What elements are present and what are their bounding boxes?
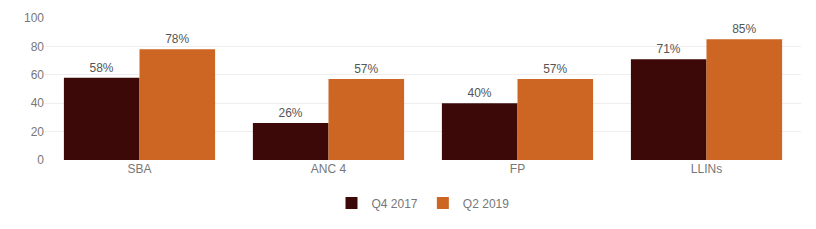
svg-text:20: 20 (31, 125, 45, 139)
svg-text:Q2 2019: Q2 2019 (463, 197, 509, 211)
svg-text:71%: 71% (657, 42, 681, 56)
svg-text:57%: 57% (354, 62, 378, 76)
svg-text:60: 60 (31, 68, 45, 82)
svg-text:LLINs: LLINs (691, 162, 722, 176)
svg-text:100: 100 (24, 11, 44, 25)
svg-text:57%: 57% (543, 62, 567, 76)
svg-text:58%: 58% (90, 61, 114, 75)
svg-text:40: 40 (31, 96, 45, 110)
svg-text:0: 0 (37, 153, 44, 167)
svg-text:SBA: SBA (127, 162, 151, 176)
svg-text:FP: FP (510, 162, 525, 176)
svg-text:85%: 85% (732, 22, 756, 36)
svg-text:Q4 2017: Q4 2017 (372, 197, 418, 211)
svg-text:80: 80 (31, 40, 45, 54)
svg-text:26%: 26% (279, 106, 303, 120)
svg-text:78%: 78% (165, 32, 189, 46)
svg-text:ANC 4: ANC 4 (311, 162, 347, 176)
svg-text:40%: 40% (468, 86, 492, 100)
